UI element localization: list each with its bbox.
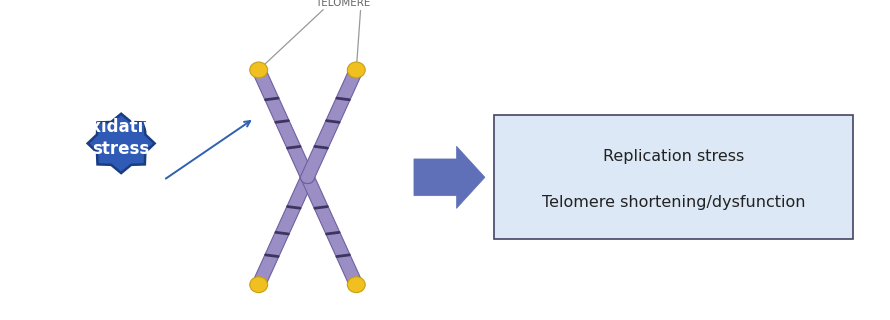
Ellipse shape: [250, 62, 268, 78]
Polygon shape: [252, 64, 314, 184]
Text: TELOMERE: TELOMERE: [315, 0, 370, 8]
Polygon shape: [301, 171, 363, 291]
Polygon shape: [252, 171, 314, 291]
Polygon shape: [301, 64, 363, 184]
Ellipse shape: [347, 277, 365, 292]
Ellipse shape: [347, 62, 365, 78]
Text: Replication stress: Replication stress: [603, 149, 744, 164]
FancyBboxPatch shape: [494, 115, 854, 239]
Ellipse shape: [250, 277, 268, 292]
Polygon shape: [88, 114, 155, 173]
Polygon shape: [414, 146, 485, 208]
Text: Oxidative
stress: Oxidative stress: [77, 118, 166, 158]
Text: Telomere shortening/dysfunction: Telomere shortening/dysfunction: [542, 195, 805, 210]
